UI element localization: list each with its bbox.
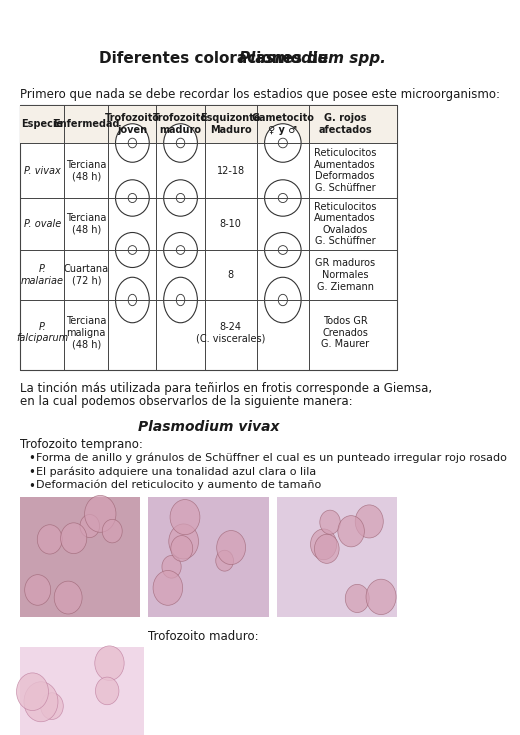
Ellipse shape (355, 505, 383, 538)
Ellipse shape (278, 294, 288, 306)
Text: •: • (28, 480, 35, 493)
Ellipse shape (265, 180, 301, 216)
Text: Reticulocitos
Aumentados
Ovalados
G. Schüffner: Reticulocitos Aumentados Ovalados G. Sch… (314, 201, 376, 246)
Ellipse shape (164, 277, 198, 323)
Text: en la cual podemos observarlos de la siguiente manera:: en la cual podemos observarlos de la sig… (20, 395, 353, 408)
Ellipse shape (85, 495, 116, 532)
Ellipse shape (95, 646, 124, 681)
Ellipse shape (128, 294, 137, 306)
Ellipse shape (366, 579, 396, 614)
Ellipse shape (102, 520, 122, 543)
Bar (148, 497, 269, 617)
Ellipse shape (320, 510, 340, 534)
Text: GR maduros
Normales
G. Ziemann: GR maduros Normales G. Ziemann (315, 259, 375, 292)
Text: G. rojos
afectados: G. rojos afectados (318, 113, 372, 135)
Text: •: • (28, 452, 35, 465)
Text: Forma de anillo y gránulos de Schüffner el cual es un punteado irregular rojo ro: Forma de anillo y gránulos de Schüffner … (36, 452, 507, 462)
Text: Reticulocitos
Aumentados
Deformados
G. Schüffner: Reticulocitos Aumentados Deformados G. S… (314, 148, 376, 193)
Text: Trofozoito
joven: Trofozoito joven (105, 113, 160, 135)
Ellipse shape (96, 677, 119, 705)
Text: Diferentes coloraciones de: Diferentes coloraciones de (99, 51, 333, 65)
Text: P. vivax: P. vivax (24, 165, 60, 176)
Ellipse shape (128, 245, 137, 254)
Text: Trofozoito maduro:: Trofozoito maduro: (148, 630, 259, 643)
Text: Terciana
maligna
(48 h): Terciana maligna (48 h) (66, 316, 107, 349)
Ellipse shape (115, 180, 149, 216)
Ellipse shape (338, 516, 365, 547)
Ellipse shape (128, 138, 137, 148)
Text: P.
falciparum: P. falciparum (16, 322, 68, 343)
Ellipse shape (17, 673, 48, 711)
Text: Trofozoito
maduro: Trofozoito maduro (153, 113, 208, 135)
Text: Trofozoito temprano:: Trofozoito temprano: (20, 438, 143, 451)
Ellipse shape (217, 531, 245, 564)
Text: Enfermedad: Enfermedad (53, 119, 120, 129)
Text: •: • (28, 466, 35, 479)
Ellipse shape (278, 138, 288, 148)
Text: P. ovale: P. ovale (23, 219, 61, 229)
Bar (20, 497, 140, 617)
Bar (20, 105, 397, 143)
Ellipse shape (176, 138, 185, 148)
Ellipse shape (265, 123, 301, 162)
Ellipse shape (54, 581, 82, 614)
Text: 8: 8 (228, 270, 234, 280)
Ellipse shape (164, 232, 198, 268)
Bar (277, 497, 397, 617)
Ellipse shape (153, 570, 183, 606)
Text: 8-10: 8-10 (220, 219, 242, 229)
Ellipse shape (164, 180, 198, 216)
Text: Todos GR
Crenados
G. Maurer: Todos GR Crenados G. Maurer (321, 316, 369, 349)
Text: Gametocito
♀ y ♂: Gametocito ♀ y ♂ (251, 113, 314, 135)
Text: 8-24
(C. viscerales): 8-24 (C. viscerales) (196, 322, 265, 343)
Text: Terciana
(48 h): Terciana (48 h) (66, 159, 107, 182)
Text: El parásito adquiere una tonalidad azul clara o lila: El parásito adquiere una tonalidad azul … (36, 466, 316, 476)
Text: Primero que nada se debe recordar los estadios que posee este microorganismo:: Primero que nada se debe recordar los es… (20, 88, 500, 101)
Ellipse shape (176, 294, 185, 306)
Ellipse shape (278, 245, 288, 254)
Text: Plasmodium spp.: Plasmodium spp. (239, 51, 386, 65)
Ellipse shape (24, 682, 58, 722)
Text: Especie: Especie (21, 119, 63, 129)
Ellipse shape (315, 534, 339, 563)
Ellipse shape (176, 245, 185, 254)
Ellipse shape (345, 584, 369, 612)
Bar (20, 105, 397, 370)
Ellipse shape (37, 525, 62, 554)
Ellipse shape (170, 500, 200, 534)
Ellipse shape (128, 193, 137, 203)
Text: Plasmodium vivax: Plasmodium vivax (138, 420, 279, 434)
Ellipse shape (176, 193, 185, 203)
Ellipse shape (61, 523, 87, 553)
Text: Terciana
(48 h): Terciana (48 h) (66, 213, 107, 234)
Bar (20, 647, 145, 735)
Ellipse shape (24, 575, 50, 605)
Text: P.
malariae: P. malariae (21, 264, 63, 286)
Ellipse shape (278, 193, 288, 203)
Ellipse shape (80, 514, 99, 537)
Ellipse shape (162, 556, 181, 578)
Ellipse shape (216, 551, 233, 571)
Ellipse shape (169, 524, 199, 559)
Ellipse shape (115, 123, 149, 162)
Ellipse shape (265, 277, 301, 323)
Text: 12-18: 12-18 (217, 165, 245, 176)
Ellipse shape (265, 232, 301, 268)
Text: Deformación del reticulocito y aumento de tamaño: Deformación del reticulocito y aumento d… (36, 480, 321, 490)
Ellipse shape (115, 232, 149, 268)
Text: Cuartana
(72 h): Cuartana (72 h) (63, 264, 109, 286)
Ellipse shape (115, 277, 149, 323)
Text: Esquizonte
Maduro: Esquizonte Maduro (201, 113, 261, 135)
Ellipse shape (310, 529, 336, 560)
Ellipse shape (171, 536, 193, 562)
Ellipse shape (41, 693, 63, 720)
Text: La tinción más utilizada para teñirlos en frotis corresponde a Giemsa,: La tinción más utilizada para teñirlos e… (20, 382, 432, 395)
Ellipse shape (164, 123, 198, 162)
